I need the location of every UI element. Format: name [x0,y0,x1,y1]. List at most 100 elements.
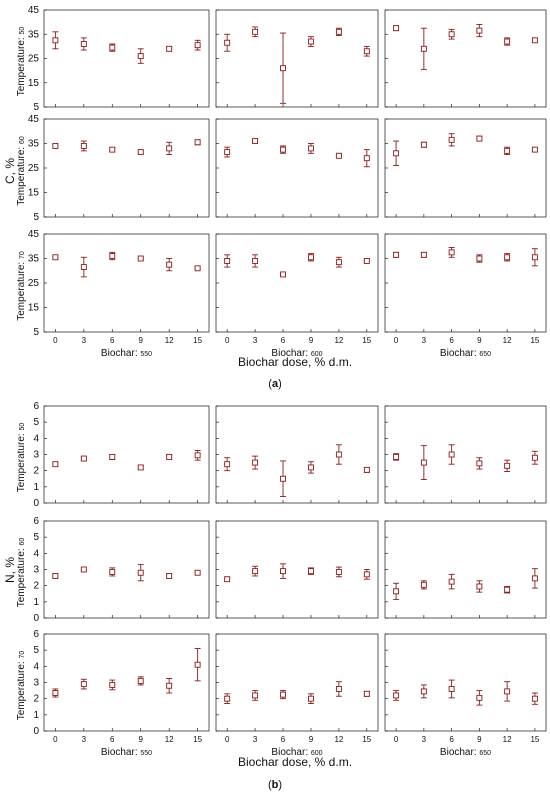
data-point [224,461,231,468]
data-point [109,146,116,153]
x-tick-label: 3 [422,735,427,744]
x-tick-label: 6 [449,735,454,744]
data-point [335,451,342,458]
y-tick-label: 35 [28,139,40,150]
data-point [80,41,87,47]
data-point [335,259,342,266]
data-point [476,255,483,262]
x-tick-label: 15 [193,735,202,744]
x-tick-label: 15 [530,336,539,345]
plot-frame [384,233,547,333]
data-point [80,142,87,149]
data-point [52,573,59,579]
y-tick-label: 35 [28,254,40,265]
data-point [504,462,511,469]
row-label: Temperature: 50 [16,423,27,493]
y-tick-label: 3 [33,678,39,689]
data-point [335,686,342,692]
data-point [109,453,116,460]
data-point [194,452,201,459]
x-tick-label: 9 [138,735,143,744]
y-tick-label: 5 [33,417,39,428]
data-point [308,568,314,575]
x-tick-label: 3 [82,336,87,345]
data-point [137,464,144,471]
plot-frame [215,405,379,504]
plot-frame [43,9,210,108]
data-point [52,461,59,468]
data-point [166,453,173,460]
y-tick-label: 4 [33,661,39,672]
plot-frame [43,233,210,333]
data-point [166,573,173,579]
x-tick-label: 3 [253,336,258,345]
data-point [448,451,455,458]
plot-frame [384,405,547,504]
data-point [280,475,286,482]
x-tick-label: 15 [193,336,202,345]
x-tick-label: 9 [138,336,143,345]
x-tick-label: 12 [503,336,512,345]
y-tick-label: 2 [33,466,39,477]
y-tick-label: 1 [33,597,39,608]
column-label: Biochar: 650 [440,348,491,359]
x-tick-label: 3 [422,336,427,345]
data-point [137,53,144,60]
data-point [531,575,538,582]
data-point [194,569,201,576]
data-point [308,695,314,702]
column-label: Biochar: 600 [271,348,322,359]
y-tick-label: 3 [33,450,39,461]
data-point [252,138,259,145]
data-point [137,149,144,156]
x-tick-label: 0 [225,735,230,744]
data-point [504,38,511,45]
row-label: Temperature: 60 [16,538,27,608]
y-tick-label: 2 [33,581,39,592]
plot-frame [43,405,210,504]
data-point [335,568,342,575]
data-point [224,39,231,46]
x-tick-label: 3 [82,735,87,744]
x-tick-label: 3 [253,735,258,744]
row-label: Temperature: 60 [16,136,27,206]
data-point [448,686,455,692]
x-tick-label: 15 [530,735,539,744]
x-tick-label: 15 [362,336,371,345]
data-point [166,682,173,689]
row-label: Temperature: 70 [16,651,27,721]
data-point [194,661,201,668]
data-point [393,453,400,460]
data-point [280,146,286,153]
data-point [504,254,511,261]
x-tick-label: 12 [334,336,343,345]
overall-y-label: N, % [3,557,17,583]
column-label: Biochar: 550 [101,348,152,359]
y-tick-label: 0 [33,613,39,624]
data-point [109,253,116,260]
data-point [52,690,59,696]
x-tick-label: 12 [503,735,512,744]
plot-frame [384,118,547,218]
x-tick-label: 9 [477,336,482,345]
data-point [363,48,370,55]
data-point [224,576,231,583]
data-point [476,460,483,467]
data-point [280,691,286,698]
x-tick-label: 15 [362,735,371,744]
row-label: Temperature: 70 [16,251,27,321]
data-point [80,455,87,462]
data-point [504,147,511,154]
data-point [280,271,286,278]
data-point [109,681,116,688]
plot-frame [215,633,379,732]
x-tick-label: 0 [53,336,58,345]
column-label: Biochar: 650 [440,747,491,758]
plot-frame [384,9,547,108]
y-tick-label: 5 [33,645,39,656]
data-point [531,695,538,702]
y-tick-label: 6 [33,516,39,527]
data-point [448,578,455,585]
data-point [280,568,286,575]
